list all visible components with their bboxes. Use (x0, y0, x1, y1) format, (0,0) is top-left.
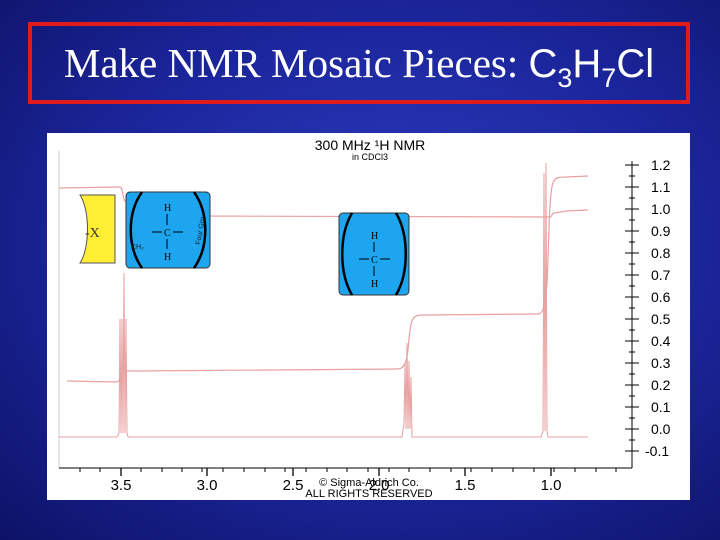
title-box: Make NMR Mosaic Pieces: C3H7Cl (28, 22, 690, 104)
slide-title: Make NMR Mosaic Pieces: C3H7Cl (63, 39, 655, 92)
y-tick-label: 1.2 (651, 157, 671, 173)
y-tick-label: 0.0 (651, 421, 671, 437)
y-tick-label: 0.2 (651, 377, 671, 393)
ch-center-c: C (371, 255, 378, 266)
x-tick-label: 3.0 (197, 477, 218, 494)
x-tick-label: 3.5 (111, 477, 132, 494)
formula-cl: Cl (616, 42, 655, 86)
ch2-right-label: Four Grp (195, 216, 207, 245)
y-tick-label: 0.1 (651, 399, 671, 415)
formula-c: C (528, 42, 558, 86)
title-text: Make NMR Mosaic Pieces: (63, 40, 529, 86)
ch2-bottom-h: H (164, 252, 171, 263)
integration-step-right (553, 209, 589, 214)
x-tick-label: 2.0 (369, 477, 390, 494)
rights-text: ALL RIGHTS RESERVED (305, 488, 432, 500)
y-tick-label: 0.8 (651, 245, 671, 261)
ch2-mosaic-piece[interactable]: H C H CH₂ Four Grp (125, 191, 211, 269)
x-tick-label: 2.5 (283, 477, 304, 494)
formula-h: H (572, 42, 602, 86)
x-tick-labels: 3.5 3.0 2.5 2.0 1.5 1.0 (111, 477, 562, 494)
y-tick-label: 0.9 (651, 223, 671, 239)
nmr-spectrum: 300 MHz ¹H NMR in CDCl3 (47, 133, 690, 500)
y-tick-label: -0.1 (645, 443, 669, 459)
ch2-top-h: H (164, 203, 171, 214)
x-tick-label: 1.5 (455, 477, 476, 494)
spectrum-header: 300 MHz ¹H NMR (315, 137, 425, 153)
y-tick-label: 0.4 (651, 333, 671, 349)
x-tick-label: 1.0 (541, 477, 562, 494)
y-tick-label: 1.1 (651, 179, 671, 195)
ch-top-h: H (371, 231, 378, 242)
ch2-center-c: C (164, 228, 171, 239)
spectrum-solvent: in CDCl3 (352, 152, 388, 162)
copyright-text: © Sigma-Aldrich Co. (319, 477, 419, 489)
ch2-left-label: CH₂ (131, 244, 144, 251)
y-tick-label: 1.0 (651, 201, 671, 217)
y-tick-labels: 1.2 1.1 1.0 0.9 0.8 0.7 0.6 0.5 0.4 0.3 … (645, 157, 671, 459)
y-tick-label: 0.5 (651, 311, 671, 327)
x-mosaic-piece[interactable]: -X (79, 194, 116, 264)
spectrum-line (59, 162, 588, 438)
formula-c-subscript: 3 (557, 63, 573, 93)
nmr-spectrum-svg: 300 MHz ¹H NMR in CDCl3 (58, 137, 671, 500)
formula-h-subscript: 7 (601, 63, 617, 93)
y-tick-label: 0.3 (651, 355, 671, 371)
ch-bottom-h: H (371, 279, 378, 290)
y-tick-label: 0.6 (651, 289, 671, 305)
x-minor-ticks (79, 468, 617, 472)
x-piece-label: -X (85, 226, 100, 241)
ch-mosaic-piece[interactable]: H C H (338, 212, 410, 296)
molecular-formula: C3H7Cl (528, 42, 655, 92)
y-tick-label: 0.7 (651, 267, 671, 283)
y-ticks (625, 164, 639, 452)
x-major-ticks (120, 468, 552, 476)
